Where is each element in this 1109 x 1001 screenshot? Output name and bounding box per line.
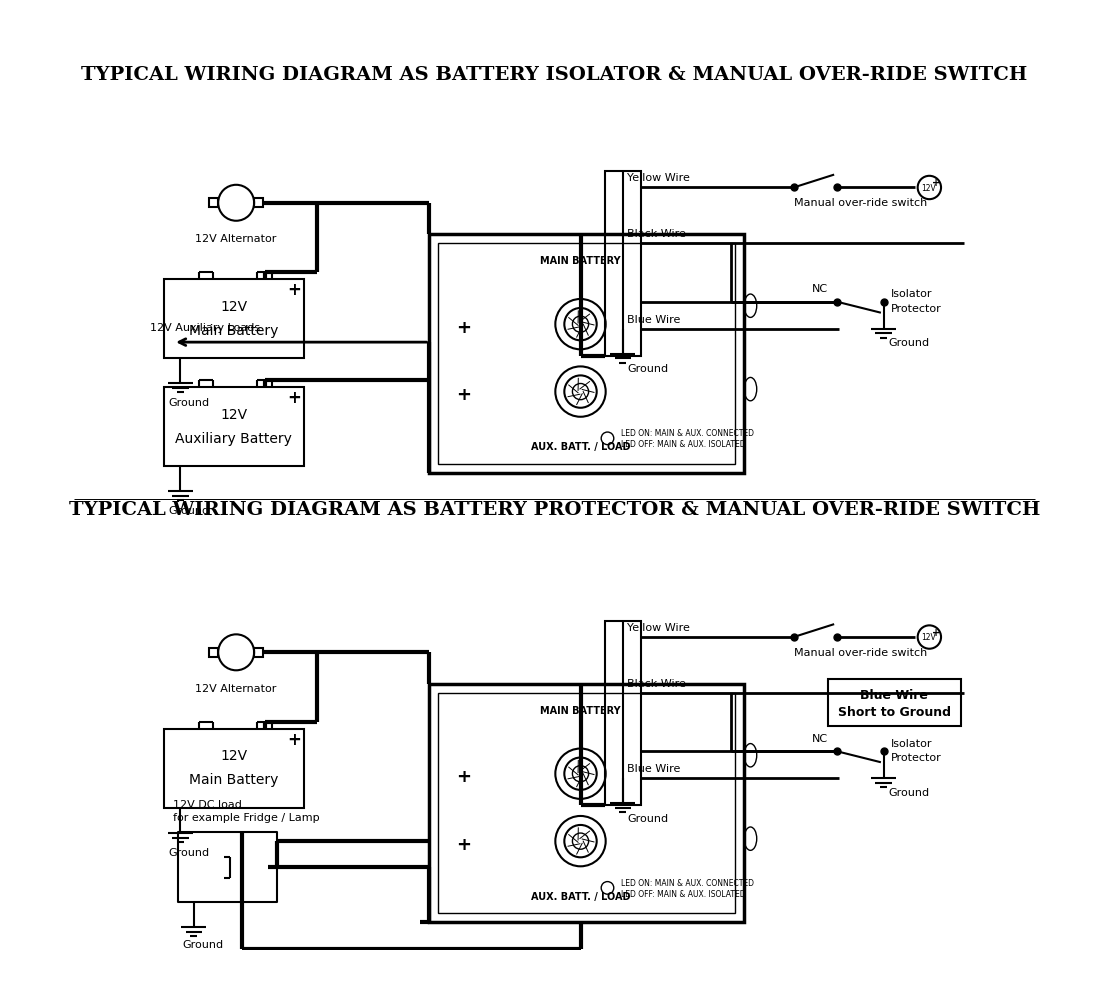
Text: Auxiliary Battery: Auxiliary Battery: [175, 431, 293, 445]
Text: +: +: [287, 731, 302, 749]
Text: Blue Wire: Blue Wire: [861, 689, 928, 702]
Text: Black Wire: Black Wire: [628, 229, 686, 239]
Text: Ground: Ground: [169, 398, 210, 408]
Bar: [210, 198, 218, 207]
Text: TYPICAL WIRING DIAGRAM AS BATTERY ISOLATOR & MANUAL OVER-RIDE SWITCH: TYPICAL WIRING DIAGRAM AS BATTERY ISOLAT…: [81, 66, 1028, 84]
Text: +: +: [456, 836, 471, 854]
Text: Black Wire: Black Wire: [628, 679, 686, 689]
Bar: [429, 234, 744, 472]
Text: Ground: Ground: [169, 507, 210, 517]
Text: +: +: [287, 281, 302, 299]
Text: MAIN BATTERY: MAIN BATTERY: [540, 256, 621, 266]
Text: Protector: Protector: [891, 754, 942, 764]
Bar: [210, 648, 218, 657]
Bar: [164, 387, 304, 466]
Text: AUX. BATT. / LOAD: AUX. BATT. / LOAD: [531, 892, 630, 902]
Text: Isolator: Isolator: [891, 739, 933, 749]
Bar: [164, 279, 304, 358]
Text: 12V: 12V: [922, 634, 936, 643]
Bar: [164, 729, 304, 808]
Bar: [827, 680, 960, 726]
Text: Blue Wire: Blue Wire: [628, 764, 681, 774]
Bar: [438, 693, 735, 913]
Text: 12V Auxiliary Loads: 12V Auxiliary Loads: [150, 323, 260, 333]
Text: LED OFF: MAIN & AUX. ISOLATED: LED OFF: MAIN & AUX. ISOLATED: [621, 440, 745, 449]
Bar: [604, 171, 641, 355]
Text: Blue Wire: Blue Wire: [628, 314, 681, 324]
Text: Ground: Ground: [888, 338, 929, 348]
Text: for example Fridge / Lamp: for example Fridge / Lamp: [173, 813, 319, 823]
Text: Ground: Ground: [628, 364, 669, 374]
Text: Manual over-ride switch: Manual over-ride switch: [794, 198, 927, 208]
Text: +: +: [456, 386, 471, 404]
Text: 12V: 12V: [221, 750, 247, 764]
Text: Ground: Ground: [628, 814, 669, 824]
Bar: [429, 684, 744, 922]
Text: Ground: Ground: [182, 940, 223, 950]
Bar: [604, 621, 641, 805]
Text: Main Battery: Main Battery: [190, 323, 278, 337]
Bar: [254, 198, 263, 207]
Text: 12V DC load: 12V DC load: [173, 800, 242, 810]
Text: Yellow Wire: Yellow Wire: [628, 623, 690, 633]
Text: Main Battery: Main Battery: [190, 773, 278, 787]
Text: Short to Ground: Short to Ground: [837, 707, 950, 720]
Text: +: +: [456, 769, 471, 787]
Bar: [254, 648, 263, 657]
Text: Ground: Ground: [888, 788, 929, 798]
Text: 12V Alternator: 12V Alternator: [195, 234, 277, 244]
Text: AUX. BATT. / LOAD: AUX. BATT. / LOAD: [531, 442, 630, 452]
Text: +: +: [287, 388, 302, 406]
Bar: [438, 243, 735, 463]
Text: TYPICAL WIRING DIAGRAM AS BATTERY PROTECTOR & MANUAL OVER-RIDE SWITCH: TYPICAL WIRING DIAGRAM AS BATTERY PROTEC…: [69, 502, 1040, 520]
Text: Isolator: Isolator: [891, 289, 933, 299]
Text: Ground: Ground: [169, 848, 210, 858]
Text: Yellow Wire: Yellow Wire: [628, 173, 690, 183]
Text: NC: NC: [812, 284, 827, 294]
Text: LED OFF: MAIN & AUX. ISOLATED: LED OFF: MAIN & AUX. ISOLATED: [621, 890, 745, 899]
Text: Protector: Protector: [891, 304, 942, 314]
Text: LED ON: MAIN & AUX. CONNECTED: LED ON: MAIN & AUX. CONNECTED: [621, 879, 754, 888]
Text: LED ON: MAIN & AUX. CONNECTED: LED ON: MAIN & AUX. CONNECTED: [621, 429, 754, 438]
Bar: [177, 832, 276, 902]
Text: NC: NC: [812, 734, 827, 744]
Text: Manual over-ride switch: Manual over-ride switch: [794, 648, 927, 658]
Text: +: +: [933, 178, 940, 188]
Text: 12V: 12V: [922, 184, 936, 193]
Text: 12V Alternator: 12V Alternator: [195, 684, 277, 694]
Text: 12V: 12V: [221, 407, 247, 421]
Text: +: +: [933, 628, 940, 638]
Text: 12V: 12V: [221, 300, 247, 314]
Text: +: +: [456, 318, 471, 336]
Text: MAIN BATTERY: MAIN BATTERY: [540, 706, 621, 716]
